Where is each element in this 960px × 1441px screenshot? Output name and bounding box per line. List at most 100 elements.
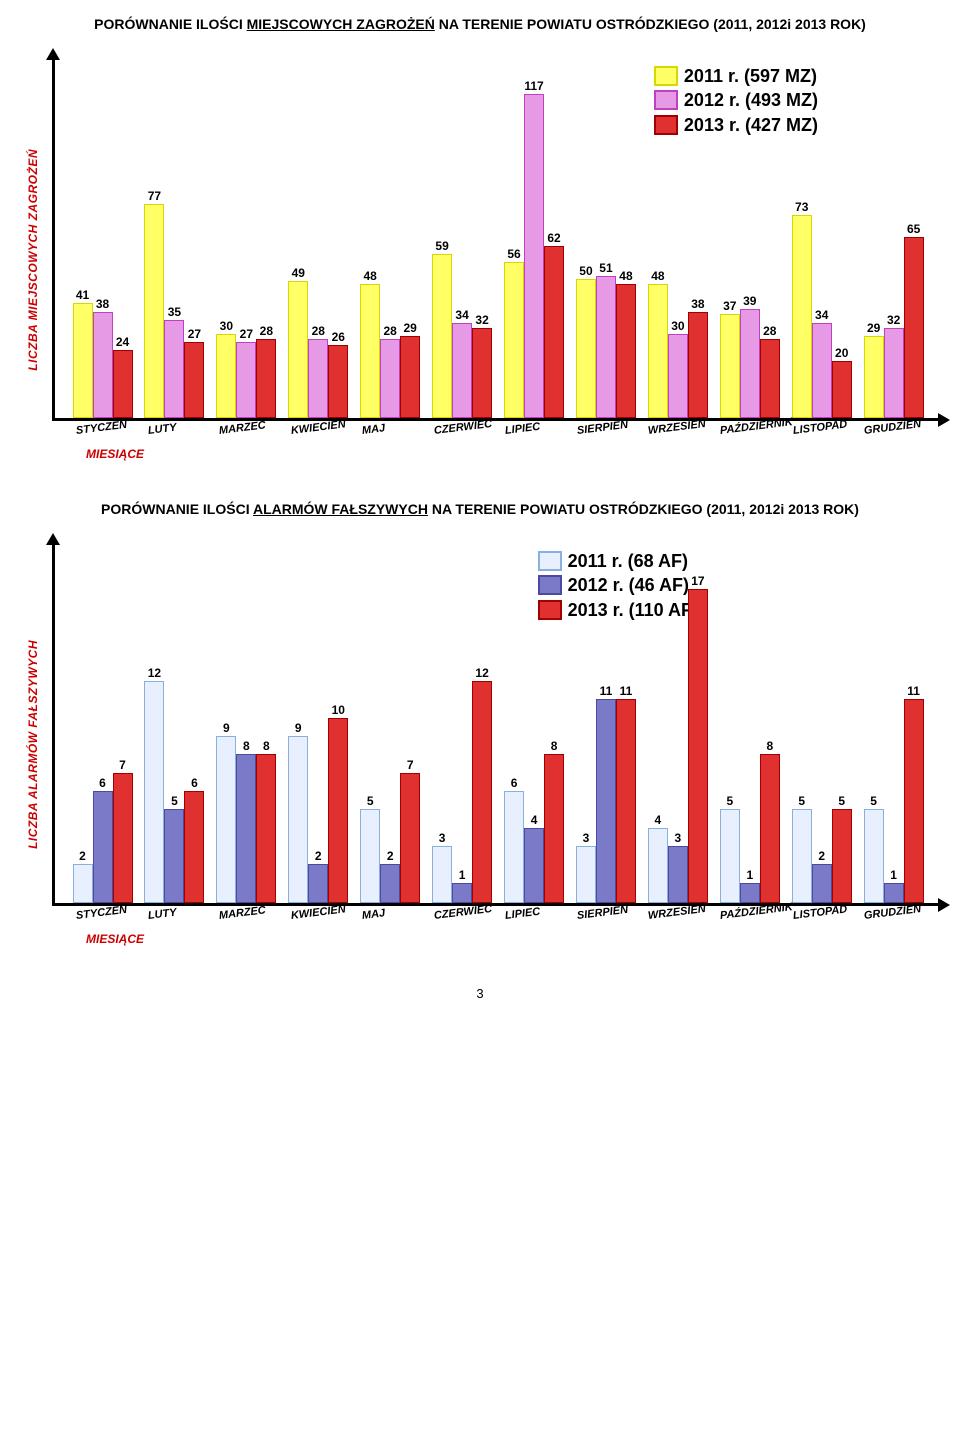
bar-col: 73 bbox=[792, 200, 811, 418]
legend-swatch-icon bbox=[538, 575, 562, 595]
page-number: 3 bbox=[20, 986, 940, 1001]
bar-col: 65 bbox=[904, 222, 923, 418]
bar-col: 41 bbox=[73, 288, 92, 418]
bar-group: 56 117 62 bbox=[505, 79, 577, 418]
chart1-title: PORÓWNANIE ILOŚCI MIEJSCOWYCH ZAGROŻEŃ N… bbox=[20, 16, 940, 32]
bar-col: 49 bbox=[289, 266, 308, 418]
bar-col: 32 bbox=[473, 313, 492, 418]
bar-group: 267 bbox=[73, 758, 145, 903]
legend-label: 2011 r. (68 AF) bbox=[568, 549, 688, 573]
bar bbox=[144, 204, 164, 418]
bar-col: 5 bbox=[720, 794, 739, 903]
bar-value-label: 5 bbox=[798, 794, 805, 808]
bar-value-label: 1 bbox=[890, 868, 897, 882]
bar bbox=[432, 254, 452, 418]
bar-value-label: 11 bbox=[907, 684, 920, 698]
bar bbox=[544, 754, 564, 903]
bar-col: 5 bbox=[361, 794, 380, 903]
bar bbox=[164, 809, 184, 903]
bar bbox=[452, 323, 472, 419]
bar-value-label: 4 bbox=[531, 813, 538, 827]
bar-value-label: 5 bbox=[726, 794, 733, 808]
bar-value-label: 37 bbox=[723, 299, 736, 313]
bar bbox=[256, 754, 276, 903]
bar bbox=[216, 334, 236, 419]
bar-value-label: 73 bbox=[795, 200, 808, 214]
bar bbox=[472, 328, 492, 418]
bar bbox=[328, 345, 348, 419]
bar-value-label: 56 bbox=[507, 247, 520, 261]
bar-col: 1 bbox=[453, 868, 472, 903]
bar-value-label: 2 bbox=[387, 849, 394, 863]
bar-value-label: 59 bbox=[435, 239, 448, 253]
bar bbox=[884, 328, 904, 418]
bar bbox=[812, 864, 832, 903]
chart2-title-pre: PORÓWNANIE ILOŚCI bbox=[101, 501, 253, 517]
bar-group: 1256 bbox=[145, 666, 217, 903]
bar bbox=[832, 809, 852, 903]
bar-col: 29 bbox=[864, 321, 883, 418]
bar-col: 1 bbox=[740, 868, 759, 903]
bar-value-label: 10 bbox=[332, 703, 345, 717]
bar bbox=[144, 681, 164, 903]
bar bbox=[452, 883, 472, 903]
bar bbox=[864, 809, 884, 903]
bar-value-label: 8 bbox=[551, 739, 558, 753]
bar-group: 483038 bbox=[648, 269, 720, 418]
bar-col: 48 bbox=[616, 269, 635, 418]
bar bbox=[688, 589, 708, 903]
bar-value-label: 117 bbox=[524, 79, 543, 93]
bar-col: 8 bbox=[237, 739, 256, 903]
x-axis-arrow-icon bbox=[938, 413, 950, 427]
bar-col: 2 bbox=[812, 849, 831, 903]
bar bbox=[113, 773, 133, 903]
bar bbox=[308, 864, 328, 903]
bar bbox=[400, 773, 420, 903]
bar bbox=[236, 342, 256, 418]
bar-value-label: 1 bbox=[746, 868, 753, 882]
bar-value-label: 3 bbox=[583, 831, 590, 845]
bar bbox=[504, 791, 524, 903]
bar-value-label: 65 bbox=[907, 222, 920, 236]
bar-value-label: 5 bbox=[870, 794, 877, 808]
bar-col: 32 bbox=[884, 313, 903, 418]
bar-group: 5 18 bbox=[720, 739, 792, 903]
bar-value-label: 34 bbox=[455, 308, 468, 322]
chart2: LICZBA ALARMÓW FAŁSZYWYCH 2011 r. (68 AF… bbox=[20, 543, 940, 946]
bar-group: 3112 bbox=[433, 666, 505, 903]
bar-group: 2932 65 bbox=[864, 222, 936, 418]
bar-value-label: 28 bbox=[260, 324, 273, 338]
bar-value-label: 3 bbox=[675, 831, 682, 845]
bar-value-label: 48 bbox=[651, 269, 664, 283]
bar bbox=[596, 276, 616, 418]
bar bbox=[740, 883, 760, 903]
legend-row: 2013 r. (427 MZ) bbox=[654, 113, 818, 137]
bar-value-label: 41 bbox=[76, 288, 89, 302]
bar-col: 62 bbox=[545, 231, 564, 419]
bar-col: 34 bbox=[812, 308, 831, 419]
bar bbox=[400, 336, 420, 418]
bar-col: 11 bbox=[904, 684, 923, 903]
bar-value-label: 27 bbox=[240, 327, 253, 341]
bar-col: 8 bbox=[760, 739, 779, 903]
bar-col: 38 bbox=[688, 297, 707, 419]
bar-group: 492826 bbox=[289, 266, 361, 418]
legend-swatch-icon bbox=[654, 115, 678, 135]
bar-group: 5111 bbox=[864, 684, 936, 903]
legend-row: 2011 r. (68 AF) bbox=[538, 549, 698, 573]
y-axis-arrow-icon bbox=[46, 48, 60, 60]
legend-swatch-icon bbox=[538, 600, 562, 620]
bar-col: 38 bbox=[93, 297, 112, 419]
chart1-xticks: STYCZEŃLUTYMARZECKWIECIEŃMAJCZERWIECLIPI… bbox=[52, 421, 940, 437]
bar-value-label: 8 bbox=[243, 739, 250, 753]
bar bbox=[380, 339, 400, 418]
bar-group: 527 bbox=[361, 758, 433, 903]
bar-value-label: 50 bbox=[579, 264, 592, 278]
bar bbox=[93, 791, 113, 903]
bar bbox=[832, 361, 852, 418]
bar bbox=[616, 284, 636, 418]
chart1-title-post: NA TERENIE POWIATU OSTRÓDZKIEGO (2011, 2… bbox=[435, 16, 866, 32]
bar bbox=[720, 809, 740, 903]
bar-group: 373928 bbox=[720, 294, 792, 418]
bar-value-label: 27 bbox=[188, 327, 201, 341]
